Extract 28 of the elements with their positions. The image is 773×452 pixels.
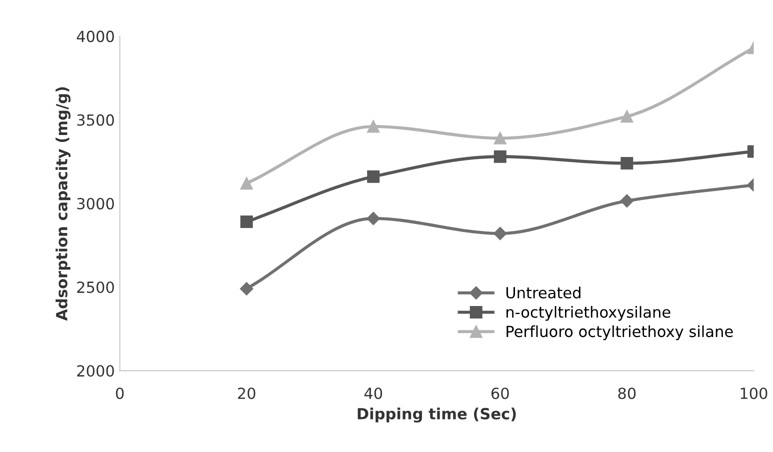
x-tick-label: 0 bbox=[116, 388, 124, 400]
x-axis-title: Dipping time (Sec) bbox=[358, 408, 516, 423]
point bbox=[494, 226, 507, 240]
point bbox=[494, 132, 506, 144]
y-tick-label: 3000 bbox=[77, 198, 114, 210]
x-tick-label: 40 bbox=[364, 388, 382, 400]
y-tick-label: 2500 bbox=[77, 281, 114, 294]
legend-label: Perfluoro octyltriethoxy silane bbox=[506, 325, 733, 340]
y-tick-label: 2000 bbox=[77, 365, 114, 377]
point bbox=[367, 120, 380, 133]
point bbox=[240, 216, 253, 228]
legend-label: n-octyltriethoxysilane bbox=[506, 306, 670, 321]
point bbox=[620, 157, 634, 170]
point bbox=[367, 170, 380, 183]
point bbox=[240, 177, 253, 190]
point bbox=[240, 282, 254, 296]
y-tick-label: 4000 bbox=[76, 30, 114, 42]
legend-label: Untreated bbox=[506, 286, 580, 298]
point bbox=[494, 150, 506, 163]
point bbox=[620, 194, 634, 208]
y-tick-label: 3500 bbox=[77, 114, 114, 126]
point bbox=[366, 212, 380, 226]
x-tick-label: 60 bbox=[491, 388, 509, 400]
y-axis-title: Adsorption capacity (mg/g) bbox=[56, 87, 71, 321]
x-tick-label: 100 bbox=[740, 388, 768, 400]
x-tick-label: 20 bbox=[238, 388, 256, 400]
point bbox=[620, 110, 634, 123]
x-tick-label: 80 bbox=[618, 388, 636, 400]
